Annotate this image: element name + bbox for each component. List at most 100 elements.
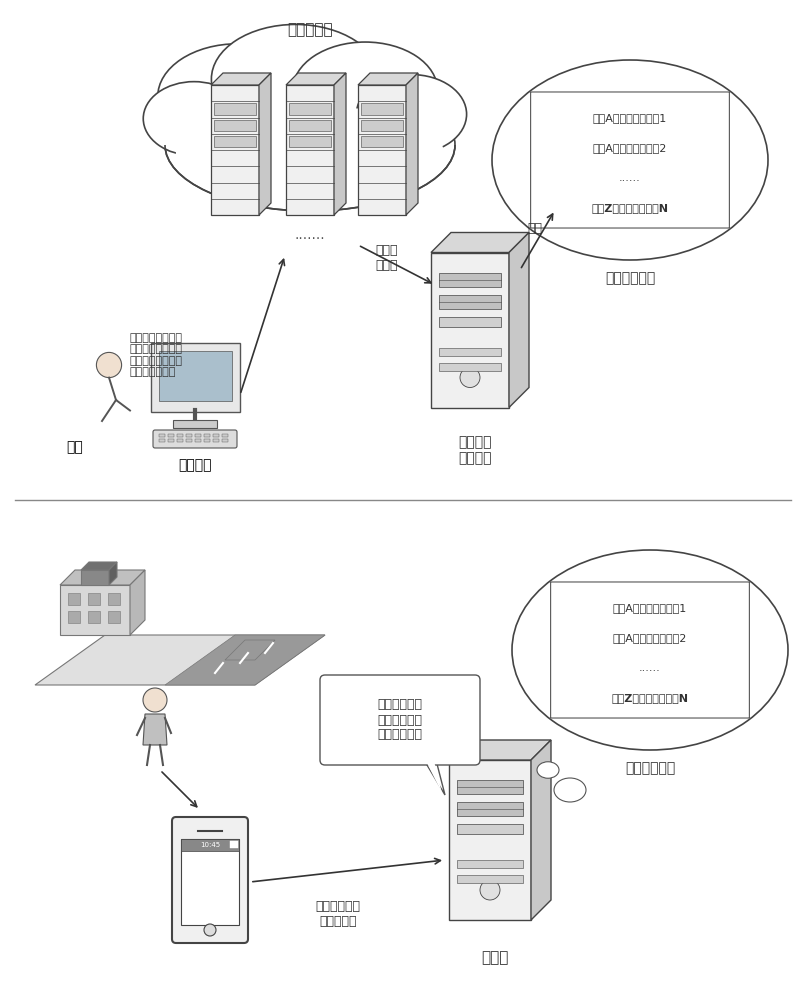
FancyBboxPatch shape (358, 85, 406, 215)
Text: 用户Z的异地行为信息N: 用户Z的异地行为信息N (592, 203, 668, 213)
Ellipse shape (143, 82, 245, 156)
FancyBboxPatch shape (222, 434, 228, 437)
FancyBboxPatch shape (186, 439, 192, 442)
Polygon shape (259, 73, 271, 215)
FancyBboxPatch shape (286, 85, 334, 215)
FancyBboxPatch shape (181, 839, 239, 925)
FancyBboxPatch shape (289, 119, 331, 131)
FancyBboxPatch shape (214, 119, 256, 131)
Ellipse shape (158, 44, 318, 149)
FancyBboxPatch shape (289, 136, 331, 147)
FancyBboxPatch shape (68, 611, 80, 623)
Text: 构建: 构建 (527, 222, 542, 234)
Polygon shape (424, 760, 445, 795)
Polygon shape (60, 570, 145, 585)
Text: 预定未来异地的火
车票等出行服务产
品、未来异地的住
宿服务产品等等: 预定未来异地的火 车票等出行服务产 品、未来异地的住 宿服务产品等等 (130, 333, 183, 377)
Circle shape (460, 367, 480, 387)
FancyBboxPatch shape (159, 439, 165, 442)
Polygon shape (358, 73, 418, 85)
Text: 第三方支
付服务器: 第三方支 付服务器 (459, 435, 492, 465)
FancyBboxPatch shape (211, 85, 259, 215)
FancyBboxPatch shape (108, 611, 120, 623)
FancyBboxPatch shape (457, 875, 523, 883)
FancyBboxPatch shape (60, 585, 130, 635)
Text: 异地行为信息: 异地行为信息 (625, 761, 675, 775)
FancyBboxPatch shape (68, 593, 80, 605)
Ellipse shape (512, 550, 788, 750)
Polygon shape (509, 232, 529, 408)
Polygon shape (334, 73, 346, 215)
Ellipse shape (293, 42, 438, 139)
Text: .......: ....... (295, 228, 326, 242)
FancyBboxPatch shape (439, 272, 501, 286)
Polygon shape (286, 73, 346, 85)
FancyBboxPatch shape (457, 780, 523, 794)
FancyBboxPatch shape (439, 316, 501, 326)
FancyBboxPatch shape (222, 439, 228, 442)
FancyBboxPatch shape (177, 439, 183, 442)
Ellipse shape (492, 60, 768, 260)
FancyBboxPatch shape (151, 343, 239, 412)
Text: 用户Z的异地行为信息N: 用户Z的异地行为信息N (612, 693, 688, 703)
FancyBboxPatch shape (361, 103, 403, 114)
FancyBboxPatch shape (457, 860, 523, 868)
Text: 用户A的异地行为信息2: 用户A的异地行为信息2 (592, 143, 667, 153)
Text: 用户A的异地行为信息1: 用户A的异地行为信息1 (593, 113, 667, 123)
Polygon shape (449, 740, 551, 760)
Text: 收集用
户数据: 收集用 户数据 (375, 244, 397, 272)
FancyBboxPatch shape (88, 611, 100, 623)
Polygon shape (426, 761, 442, 793)
Ellipse shape (554, 778, 586, 802)
Polygon shape (130, 570, 145, 635)
Text: 10:45: 10:45 (200, 842, 220, 848)
FancyBboxPatch shape (108, 593, 120, 605)
Polygon shape (81, 562, 117, 570)
Polygon shape (165, 635, 325, 685)
Text: 异地行为信息: 异地行为信息 (604, 271, 655, 285)
FancyBboxPatch shape (457, 824, 523, 834)
FancyBboxPatch shape (159, 434, 165, 437)
FancyBboxPatch shape (172, 817, 248, 943)
Circle shape (97, 352, 122, 378)
FancyBboxPatch shape (214, 136, 256, 147)
FancyBboxPatch shape (153, 430, 237, 448)
FancyBboxPatch shape (213, 439, 219, 442)
FancyBboxPatch shape (195, 439, 201, 442)
Polygon shape (211, 73, 271, 85)
FancyBboxPatch shape (88, 593, 100, 605)
FancyBboxPatch shape (168, 434, 174, 437)
FancyBboxPatch shape (530, 92, 729, 228)
FancyBboxPatch shape (230, 841, 238, 848)
FancyBboxPatch shape (204, 434, 210, 437)
Polygon shape (531, 740, 551, 920)
FancyBboxPatch shape (320, 675, 480, 765)
FancyBboxPatch shape (195, 434, 201, 437)
Text: 用户: 用户 (67, 440, 83, 454)
FancyBboxPatch shape (177, 434, 183, 437)
Text: 用户A的异地行为信息1: 用户A的异地行为信息1 (613, 603, 688, 613)
Polygon shape (225, 640, 275, 660)
Circle shape (480, 880, 500, 900)
Ellipse shape (176, 105, 444, 202)
Text: ......: ...... (639, 663, 661, 673)
FancyBboxPatch shape (449, 760, 531, 920)
Circle shape (143, 688, 167, 712)
Text: 用户在异地发
起目标操作: 用户在异地发 起目标操作 (315, 900, 360, 928)
Text: 服务器: 服务器 (481, 950, 509, 965)
Polygon shape (431, 232, 529, 252)
FancyBboxPatch shape (159, 351, 231, 401)
FancyBboxPatch shape (81, 570, 109, 585)
FancyBboxPatch shape (439, 362, 501, 370)
Text: ......: ...... (619, 173, 641, 183)
Ellipse shape (211, 24, 380, 134)
FancyBboxPatch shape (168, 439, 174, 442)
Text: 用户A的异地行为信息2: 用户A的异地行为信息2 (613, 633, 688, 643)
FancyBboxPatch shape (213, 434, 219, 437)
FancyBboxPatch shape (457, 802, 523, 816)
Text: 其他服务器: 其他服务器 (287, 22, 333, 37)
FancyBboxPatch shape (361, 136, 403, 147)
Ellipse shape (165, 79, 455, 211)
FancyBboxPatch shape (550, 582, 750, 718)
FancyBboxPatch shape (439, 294, 501, 308)
Polygon shape (109, 562, 117, 585)
